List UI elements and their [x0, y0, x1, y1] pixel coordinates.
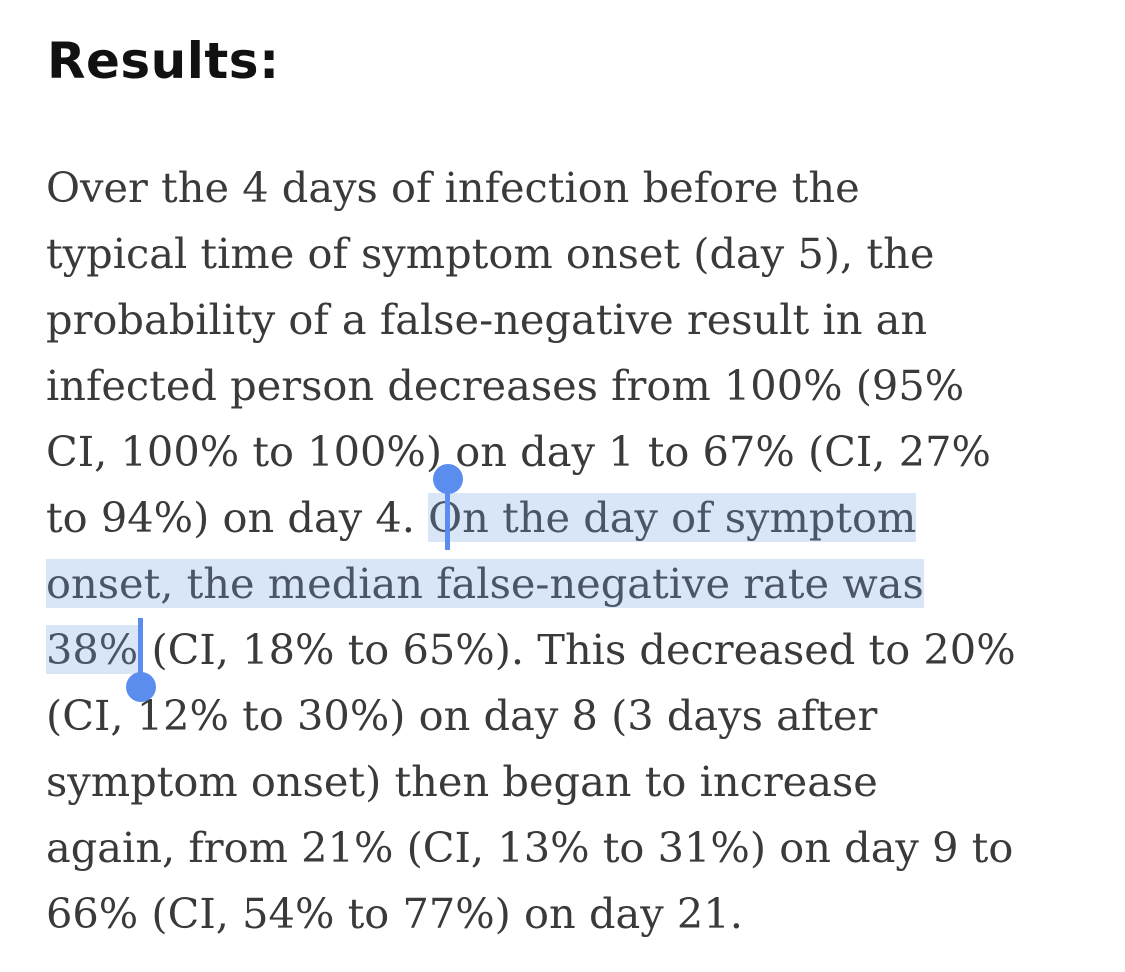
selection-handle-knob[interactable]: [125, 672, 156, 702]
unselected-text: (CI, 18% to 65%). This decreased to 20%: [138, 625, 1016, 674]
paragraph-line: 66% (CI, 54% to 77%) on day 21.: [46, 889, 743, 938]
paragraph-line: 38% (CI, 18% to 65%). This decreased to …: [46, 617, 1116, 683]
unselected-text: to 94%) on day 4.: [46, 493, 429, 542]
paragraph-line: probability of a false-negative result i…: [46, 295, 928, 344]
selected-text[interactable]: 38%: [46, 625, 139, 674]
paragraph-line: symptom onset) then began to increase: [46, 757, 878, 806]
paragraph-line: to 94%) on day 4. On the day of symptom: [46, 485, 1116, 551]
paragraph-line: infected person decreases from 100% (95%: [46, 361, 965, 410]
selection-handle-knob[interactable]: [432, 464, 463, 494]
paragraph-line: Over the 4 days of infection before the: [46, 163, 860, 212]
paragraph-line: again, from 21% (CI, 13% to 31%) on day …: [46, 823, 1014, 872]
selection-start-handle[interactable]: [432, 464, 463, 550]
selected-text[interactable]: onset, the median false-negative rate wa…: [46, 559, 924, 608]
section-heading: Results:: [47, 32, 280, 90]
paragraph-line: typical time of symptom onset (day 5), t…: [46, 229, 935, 278]
paragraph-line: onset, the median false-negative rate wa…: [46, 551, 1116, 617]
results-paragraph[interactable]: Over the 4 days of infection before the …: [46, 155, 1116, 947]
paragraph-line: CI, 100% to 100%) on day 1 to 67% (CI, 2…: [46, 427, 991, 476]
paragraph-line: (CI, 12% to 30%) on day 8 (3 days after: [46, 691, 878, 740]
selected-text[interactable]: On the day of symptom: [428, 493, 917, 542]
selection-end-handle[interactable]: [125, 618, 156, 702]
